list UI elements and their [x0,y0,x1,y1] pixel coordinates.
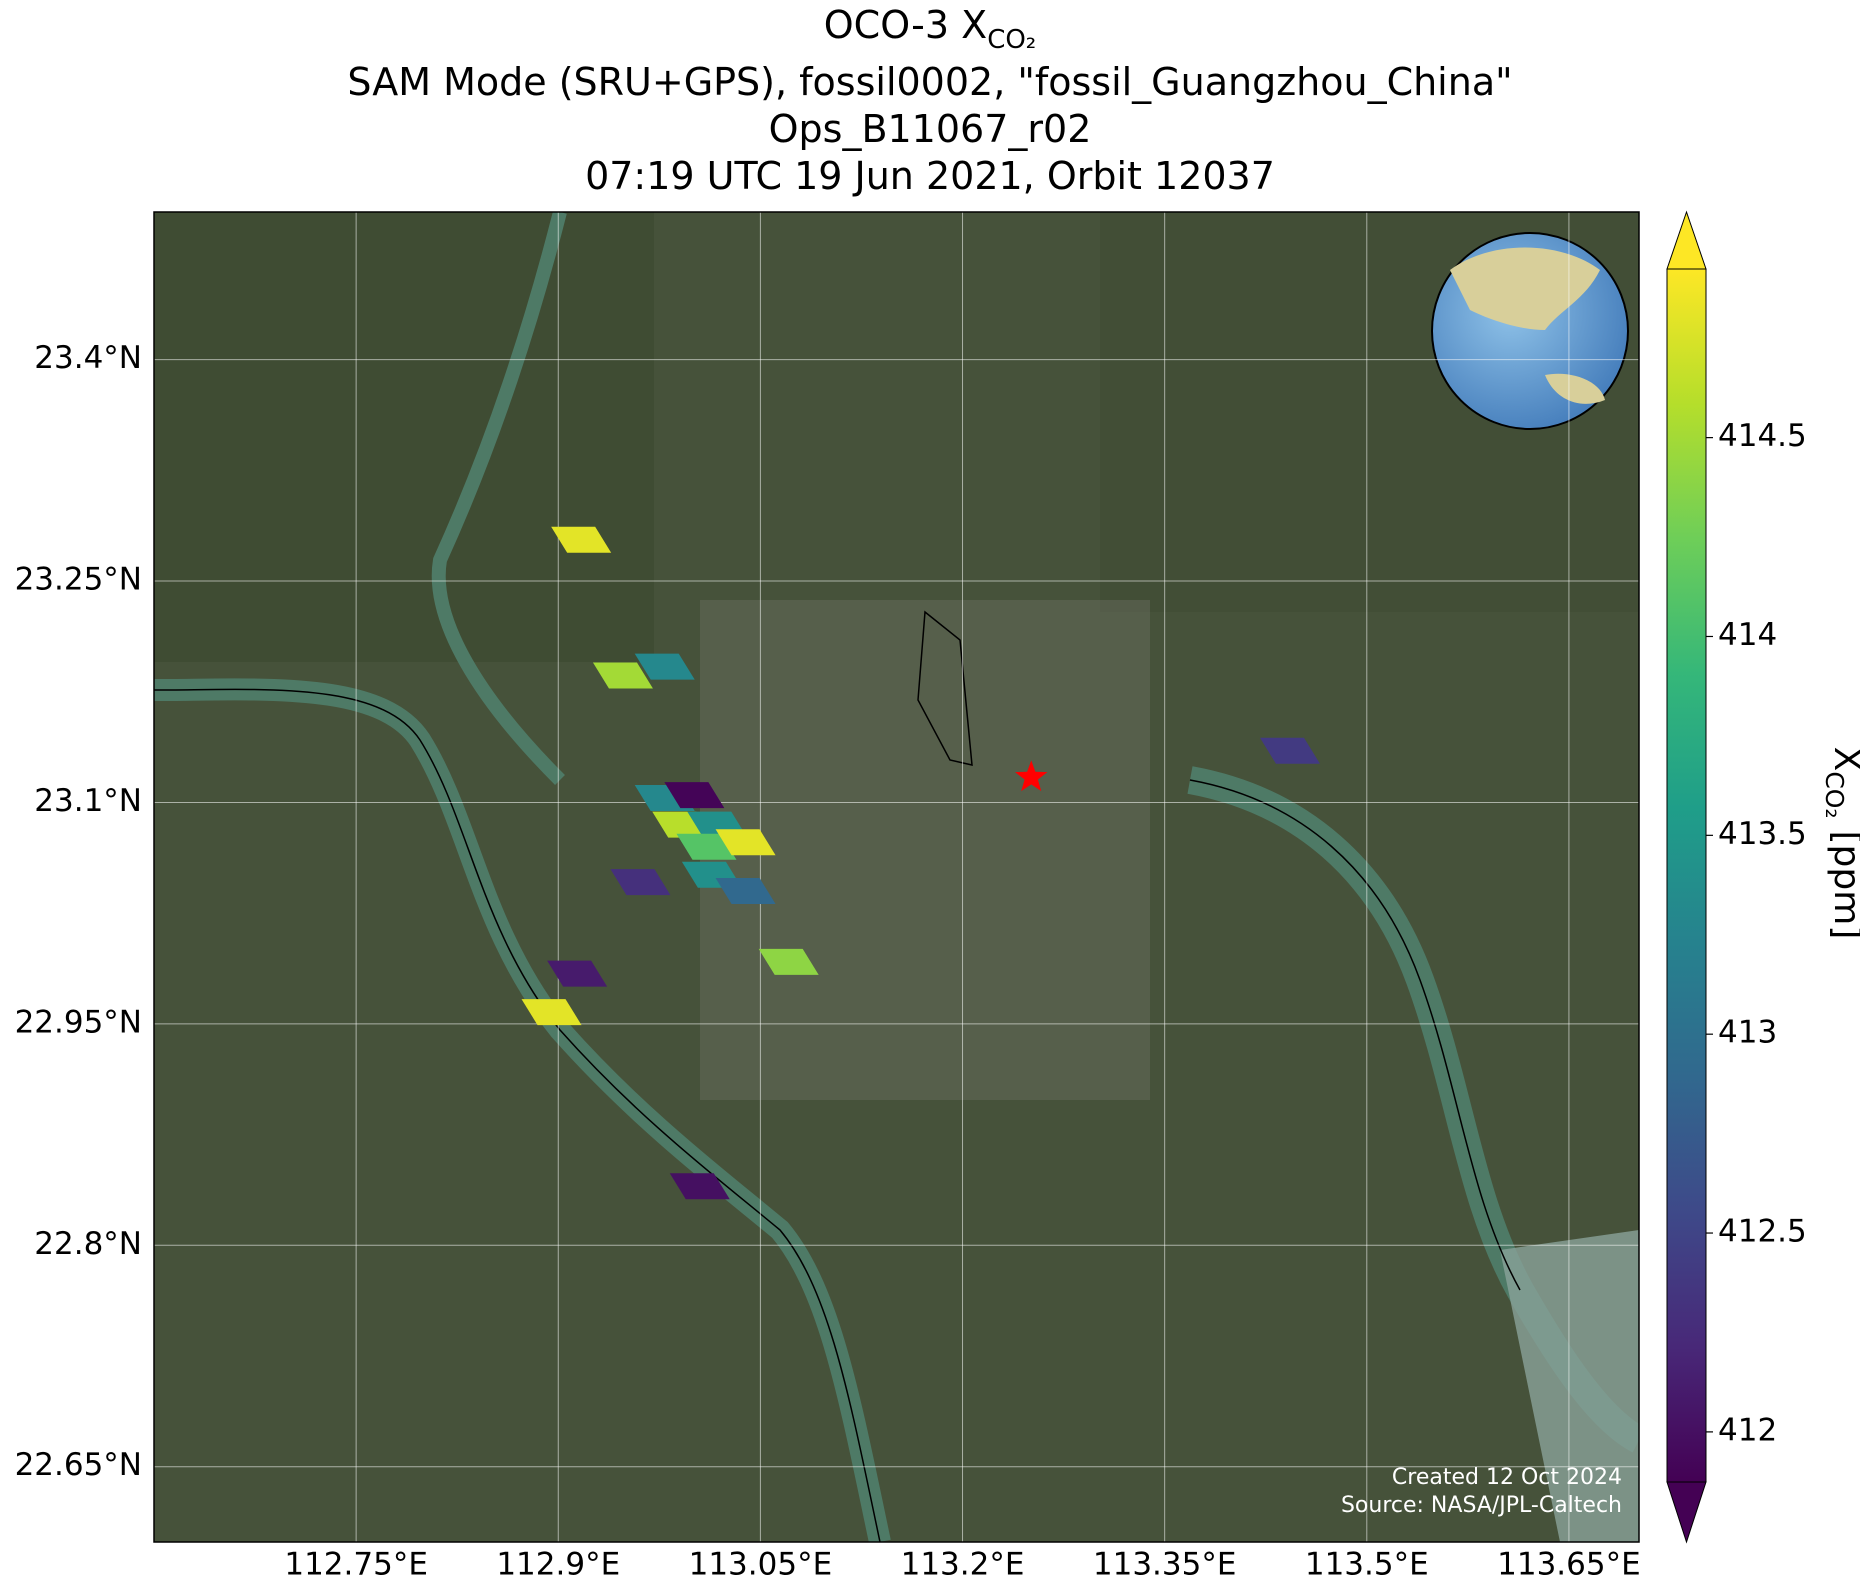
footprints [521,526,1320,1200]
x-tick-label: 113.05°E [689,1547,833,1579]
subtitle: Ops_B11067_r02 [769,107,1092,151]
y-tick-label: 22.8°N [34,1226,142,1262]
x-tick-label: 113.5°E [1305,1547,1429,1579]
map-background [154,212,1639,1542]
grid [154,212,1639,1542]
x-tick-label: 113.35°E [1093,1547,1237,1579]
footprint [1259,737,1320,764]
x-tick-label: 112.75°E [284,1547,428,1579]
colorbar-extend [1666,210,1707,270]
footprint [634,653,695,680]
colorbar-tick-label: 413 [1718,1015,1777,1051]
label-unit: [ppm] [1826,830,1860,939]
axes-frame [153,211,1640,1543]
colorbar: 412 412.5 413 413.5 414 414.5 [1666,210,1807,1544]
footprint [715,878,776,905]
label-main: X [1826,747,1860,772]
subtitle: 07:19 UTC 19 Jun 2021, Orbit 12037 [585,154,1275,198]
footprint [521,999,582,1026]
subtitle: SAM Mode (SRU+GPS), fossil0002, "fossil_… [347,60,1512,104]
annotation: Created 12 Oct 2024 [1392,1465,1622,1490]
footprint [715,829,776,856]
y-tick-label: 23.4°N [34,340,142,376]
colorbar-tick-label: 414.5 [1718,418,1807,454]
footprint [676,833,737,860]
y-tick-label: 23.25°N [15,562,142,598]
footprint [547,960,608,987]
footprint [664,782,725,809]
x-tick-label: 113.65°E [1497,1547,1641,1579]
y-tick-label: 22.65°N [15,1447,142,1483]
label-sub: CO₂ [1820,771,1849,818]
title-main: OCO-3 X [824,3,987,47]
colorbar-extend [1666,1481,1707,1544]
footprint [669,1173,730,1200]
y-tick-label: 23.1°N [34,783,142,819]
colorbar-tick-label: 412.5 [1718,1214,1807,1250]
y-tick-label: 22.95°N [15,1004,142,1040]
colorbar-label: XCO₂ [ppm] [1820,747,1860,940]
colorbar-frame [1666,268,1707,1483]
footprint [610,869,671,896]
x-tick-label: 113.2°E [901,1547,1025,1579]
colorbar-tick-label: 414 [1718,617,1777,653]
target-marker [1015,760,1048,792]
colorbar-gradient [1667,269,1706,1482]
title-sub: CO₂ [987,25,1036,55]
annotation: Source: NASA/JPL-Caltech [1341,1493,1622,1518]
chart-title: OCO-3 XCO₂ [824,3,1036,55]
colorbar-tick-label: 412 [1718,1412,1777,1448]
x-tick-label: 112.9°E [496,1547,620,1579]
footprint [592,662,653,689]
footprint [758,948,819,975]
footprint [551,526,612,553]
colorbar-tick-label: 413.5 [1718,816,1807,852]
